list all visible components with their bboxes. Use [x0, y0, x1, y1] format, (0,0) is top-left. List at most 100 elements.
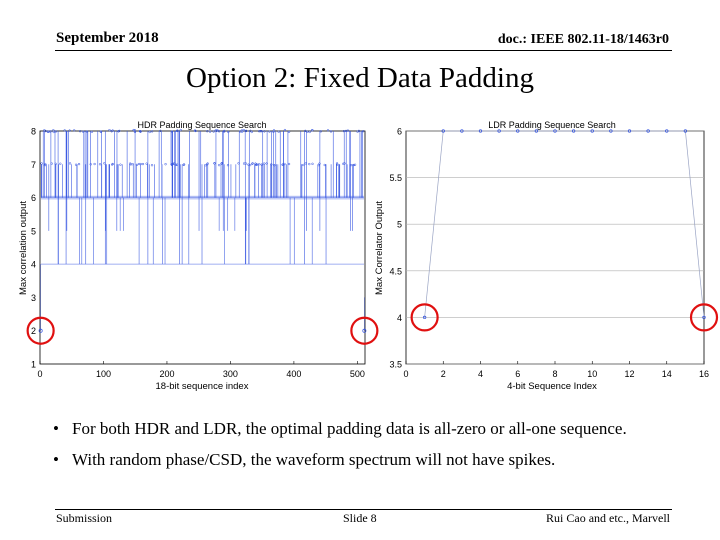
hdr-search-point	[254, 163, 258, 166]
hdr-search-point	[59, 162, 62, 165]
hdr-search-point	[148, 130, 151, 134]
hdr-search-point	[175, 129, 179, 133]
hdr-search-point	[259, 129, 262, 133]
hdr-search-point	[344, 129, 348, 133]
footer-authors: Rui Cao and etc., Marvell	[546, 511, 670, 525]
hdr-search-point	[308, 130, 311, 134]
hdr-search-point	[206, 130, 209, 133]
hdr-data-point	[38, 328, 43, 333]
hdr-search-point	[349, 163, 353, 167]
hdr-y-tick-label: 3	[31, 293, 36, 303]
hdr-search-point	[281, 163, 284, 166]
hdr-search-point	[247, 163, 250, 166]
hdr-search-point	[99, 130, 102, 133]
hdr-search-point	[329, 130, 333, 133]
hdr-search-point	[172, 162, 176, 165]
hdr-y-tick-label: 2	[31, 326, 36, 336]
hdr-y-axis-label: Max correlation output	[18, 201, 29, 295]
hdr-search-point	[213, 162, 216, 165]
hdr-search-point	[182, 163, 185, 166]
ldr-x-tick-label: 14	[662, 369, 672, 379]
hdr-search-point	[170, 163, 174, 167]
hdr-search-point	[249, 129, 252, 132]
bullet-text: With random phase/CSD, the waveform spec…	[72, 450, 556, 469]
ldr-data-point	[534, 129, 539, 133]
hdr-search-point	[287, 130, 291, 134]
hdr-search-point	[159, 129, 162, 133]
hdr-y-tick-label: 8	[31, 127, 36, 137]
hdr-search-point	[151, 130, 154, 133]
hdr-search-point	[260, 130, 263, 133]
ldr-y-tick-label: 5.5	[389, 173, 402, 183]
hdr-plot-frame	[39, 130, 366, 365]
hdr-search-point	[111, 163, 114, 166]
ldr-x-tick-label: 6	[515, 369, 520, 379]
hdr-search-point	[268, 130, 271, 133]
hdr-search-point	[141, 162, 145, 166]
hdr-search-point	[214, 129, 217, 132]
hdr-search-point	[258, 130, 261, 133]
hdr-search-point	[77, 162, 81, 166]
bullet-dot-icon: •	[53, 419, 59, 438]
header-divider	[55, 50, 672, 51]
ldr-data-point	[460, 129, 464, 133]
hdr-chart: 1 2 3 4 5 6 7 8 0 100 200 300 400 500 HDR Padding Se…	[18, 120, 367, 392]
ldr-data-point	[590, 129, 594, 133]
hdr-search-point	[283, 128, 287, 132]
hdr-search-point	[50, 162, 53, 165]
hdr-search-point	[242, 162, 246, 165]
hdr-search-point	[308, 162, 311, 166]
hdr-search-point	[272, 130, 275, 133]
hdr-search-point	[263, 130, 266, 133]
hdr-search-point	[164, 163, 167, 166]
ldr-y-tick-label: 4	[397, 313, 402, 323]
ldr-x-tick-label: 0	[403, 369, 408, 379]
hdr-search-point	[265, 162, 268, 165]
hdr-x-tick-label: 500	[350, 369, 365, 379]
bullet-item: • For both HDR and LDR, the optimal padd…	[50, 418, 690, 440]
ldr-y-tick-label: 3.5	[389, 360, 402, 370]
hdr-search-point	[237, 162, 240, 165]
hdr-search-point	[98, 163, 102, 166]
hdr-search-point	[220, 162, 223, 165]
hdr-search-point	[343, 162, 346, 165]
hdr-search-point	[317, 163, 320, 167]
ldr-x-tick-label: 2	[441, 369, 446, 379]
hdr-search-point	[44, 162, 47, 166]
hdr-search-point	[89, 163, 92, 166]
ldr-highlight-circle	[689, 303, 719, 332]
hdr-search-point	[336, 163, 339, 166]
hdr-search-point	[270, 163, 273, 166]
hdr-search-point	[277, 130, 280, 133]
hdr-x-tick-label: 300	[223, 369, 238, 379]
hdr-search-point	[131, 163, 134, 166]
footer-submission: Submission	[56, 511, 113, 525]
hdr-search-point	[170, 130, 174, 133]
hdr-search-point	[287, 162, 291, 166]
ldr-plot-frame	[405, 130, 705, 365]
hdr-y-tick-label: 6	[31, 193, 36, 203]
hdr-search-point	[182, 163, 186, 166]
hdr-search-point	[108, 128, 111, 132]
hdr-search-point	[119, 163, 122, 166]
hdr-search-traces	[40, 128, 365, 331]
hdr-search-point	[217, 163, 221, 167]
hdr-search-point	[304, 162, 307, 165]
hdr-y-tick-label: 7	[31, 160, 36, 170]
hdr-search-point	[52, 130, 55, 134]
hdr-search-point	[342, 129, 345, 133]
ldr-data-point	[609, 129, 613, 133]
hdr-search-point	[103, 162, 106, 165]
hdr-search-point	[258, 163, 261, 166]
hdr-search-point	[111, 129, 114, 132]
hdr-search-point	[68, 129, 71, 132]
ldr-data-point	[665, 129, 669, 133]
hdr-search-point	[117, 130, 120, 133]
ldr-data-point	[627, 129, 632, 133]
ldr-series-line	[424, 130, 705, 318]
hdr-search-point	[212, 130, 215, 133]
hdr-search-point	[90, 130, 93, 134]
header-date: September 2018	[56, 30, 159, 46]
hdr-x-tick-label: 400	[286, 369, 301, 379]
hdr-search-point	[319, 130, 322, 133]
